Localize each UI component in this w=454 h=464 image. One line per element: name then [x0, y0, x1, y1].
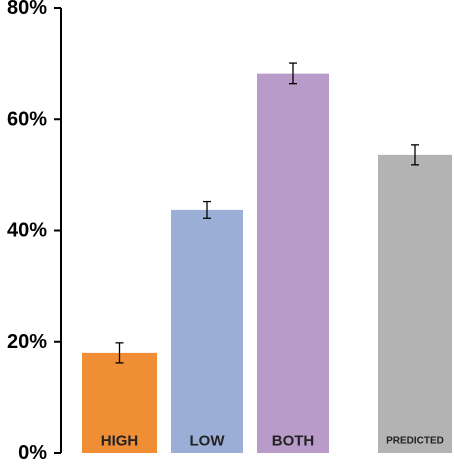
error-bar-high — [115, 342, 124, 364]
error-bars-group — [115, 62, 419, 364]
y-tick-label: 40% — [7, 220, 47, 242]
bars-group — [82, 73, 452, 453]
category-label-low: LOW — [190, 433, 226, 450]
bar-high — [82, 352, 157, 453]
error-bar-low — [203, 200, 211, 219]
bar-predicted — [378, 154, 452, 453]
category-label-high: HIGH — [101, 433, 139, 450]
error-bar-both — [289, 62, 297, 85]
category-label-predicted: PREDICTED — [386, 436, 444, 447]
y-tick-label: 80% — [7, 0, 47, 19]
bar-low — [171, 209, 243, 453]
error-bar-predicted — [411, 144, 419, 166]
category-label-both: BOTH — [272, 433, 315, 450]
bar-both — [257, 73, 329, 453]
y-tick-label: 0% — [18, 442, 47, 464]
category-labels-group: HIGH LOW BOTH PREDICTED — [101, 433, 444, 450]
y-tick-label: 20% — [7, 331, 47, 353]
y-tick-label: 60% — [7, 108, 47, 130]
y-axis: 0% 20% 40% 60% 80% — [7, 0, 62, 464]
